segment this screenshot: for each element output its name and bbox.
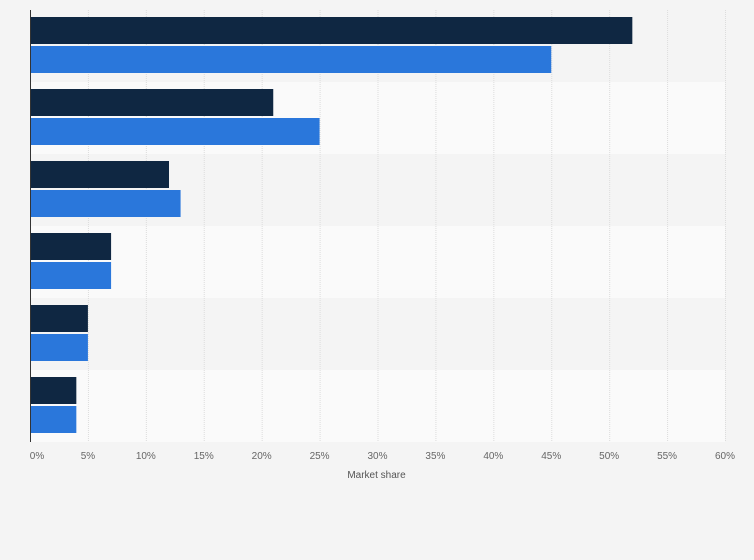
bars xyxy=(30,17,633,433)
x-tick-label: 50% xyxy=(599,451,619,462)
bar xyxy=(30,233,112,260)
x-tick-label: 40% xyxy=(483,451,503,462)
bar xyxy=(30,262,112,289)
x-tick-label: 60% xyxy=(715,451,735,462)
bar xyxy=(30,190,181,217)
x-tick-label: 45% xyxy=(541,451,561,462)
x-tick-label: 15% xyxy=(194,451,214,462)
bar xyxy=(30,406,77,433)
x-tick-label: 5% xyxy=(81,451,96,462)
x-tick-label: 30% xyxy=(367,451,387,462)
x-tick-label: 20% xyxy=(252,451,272,462)
bar xyxy=(30,46,552,73)
bar xyxy=(30,161,169,188)
x-axis-title: Market share xyxy=(347,470,406,481)
x-tick-label: 10% xyxy=(136,451,156,462)
bar xyxy=(30,334,88,361)
x-tick-label: 0% xyxy=(30,451,45,462)
x-tick-label: 25% xyxy=(310,451,330,462)
bar xyxy=(30,89,274,116)
bar xyxy=(30,118,320,145)
bar xyxy=(30,377,77,404)
bar xyxy=(30,17,633,44)
bar xyxy=(30,305,88,332)
x-tick-label: 35% xyxy=(425,451,445,462)
x-tick-label: 55% xyxy=(657,451,677,462)
gridlines xyxy=(87,10,726,442)
x-tick-labels: 0% 5% 10% 15% 20% 25% 30% 35% 40% 45% 50% 55% 60% xyxy=(30,451,735,462)
